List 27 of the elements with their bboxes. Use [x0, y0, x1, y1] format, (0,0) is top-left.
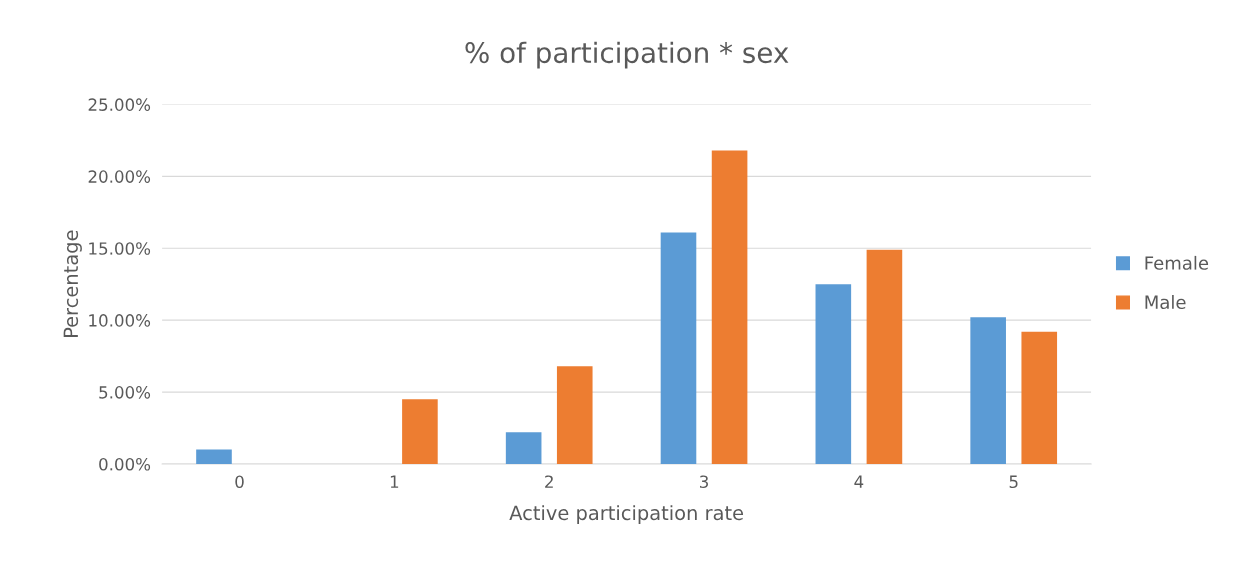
y-tick-label: 10.00% [89, 314, 151, 327]
x-tick-label: 4 [854, 475, 864, 488]
bar [556, 366, 593, 464]
y-tick-label: 15.00% [89, 242, 151, 255]
bar [402, 399, 438, 464]
legend-label: Male [1145, 295, 1186, 310]
chart-title: % of participation * sex [465, 41, 789, 69]
bar [970, 317, 1006, 464]
bar [505, 432, 542, 464]
y-tick-label: 20.00% [88, 170, 151, 183]
legend-label: Female [1145, 255, 1209, 270]
bar [866, 249, 903, 464]
bar [660, 232, 697, 464]
bar [711, 150, 748, 464]
bar [196, 449, 232, 464]
x-tick-label: 3 [700, 475, 708, 489]
y-axis-title: Percentage [63, 230, 82, 337]
bar [1021, 331, 1058, 464]
x-tick-label: 5 [1009, 475, 1018, 489]
y-tick-label: 5.00% [99, 386, 151, 399]
x-tick-label: 1 [390, 475, 399, 488]
x-tick-label: 0 [235, 475, 244, 489]
x-axis-title: Active participation rate [509, 505, 744, 524]
bar [815, 284, 852, 464]
y-tick-label: 25.00% [88, 98, 151, 111]
x-tick-label: 2 [545, 475, 553, 488]
y-tick-label: 0.00% [99, 457, 151, 471]
